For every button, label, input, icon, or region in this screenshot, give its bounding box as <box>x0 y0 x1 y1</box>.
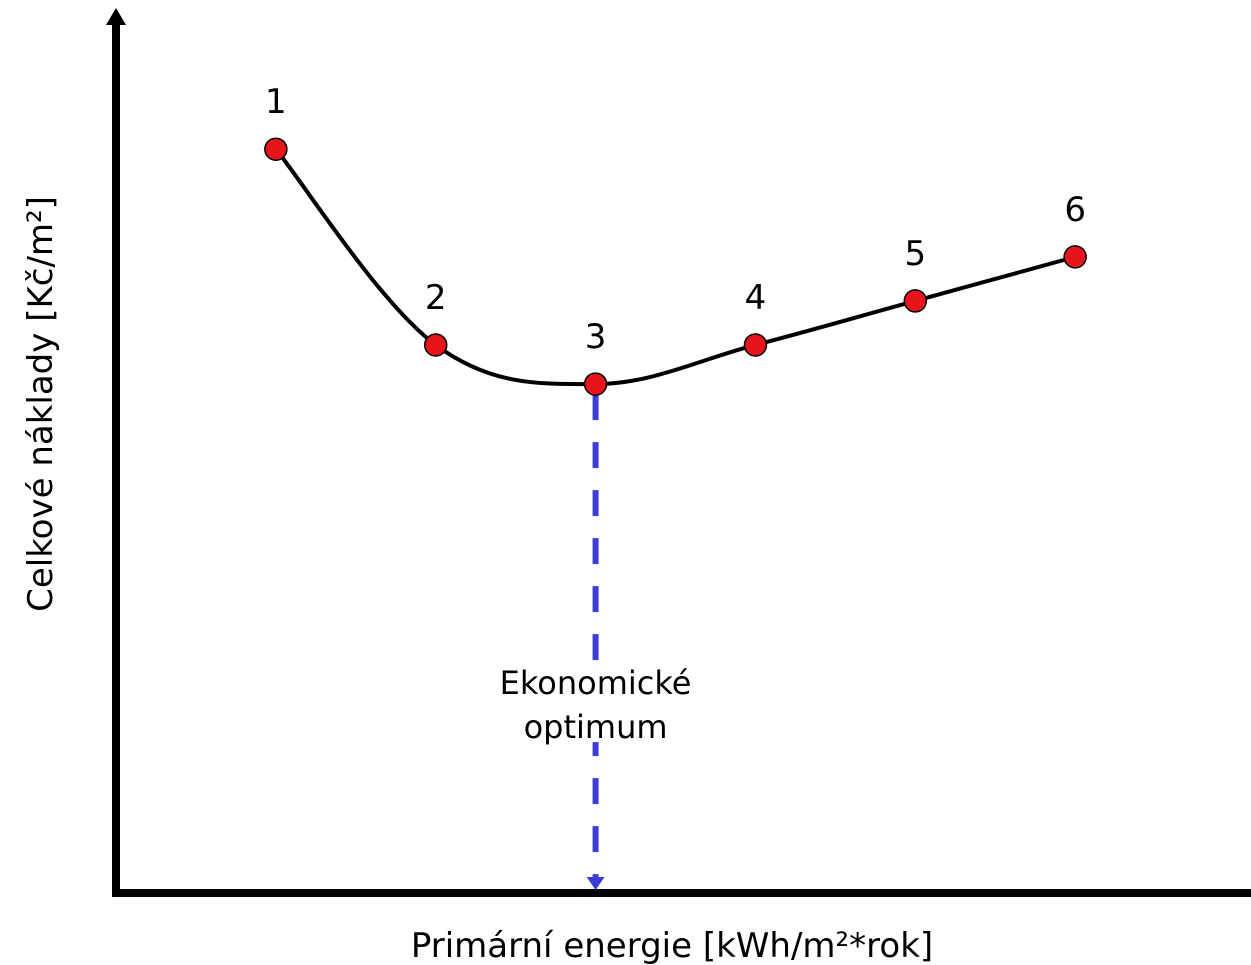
data-point-5 <box>903 289 928 313</box>
point-label-1: 1 <box>265 82 287 122</box>
y-axis-title: Celkové náklady [Kč/m²] <box>21 196 61 612</box>
data-point-6 <box>1063 245 1087 269</box>
annotation-background <box>583 662 608 743</box>
point-label-3: 3 <box>585 317 607 357</box>
annotation-line-2: optimum <box>524 708 668 746</box>
optimum-arrow-icon <box>586 877 605 890</box>
point-label-5: 5 <box>904 234 926 274</box>
x-axis-title: Primární energie [kWh/m²*rok] <box>411 926 933 965</box>
y-axis-arrow-icon <box>106 8 126 25</box>
data-point-4 <box>743 333 768 357</box>
point-label-2: 2 <box>425 278 447 318</box>
data-point-1 <box>264 137 288 161</box>
series-line <box>273 147 1078 387</box>
annotation-line-1: Ekonomické <box>500 664 692 702</box>
point-label-6: 6 <box>1064 190 1086 230</box>
data-point-2 <box>423 333 448 357</box>
point-label-4: 4 <box>745 278 767 318</box>
data-point-3 <box>583 372 608 396</box>
